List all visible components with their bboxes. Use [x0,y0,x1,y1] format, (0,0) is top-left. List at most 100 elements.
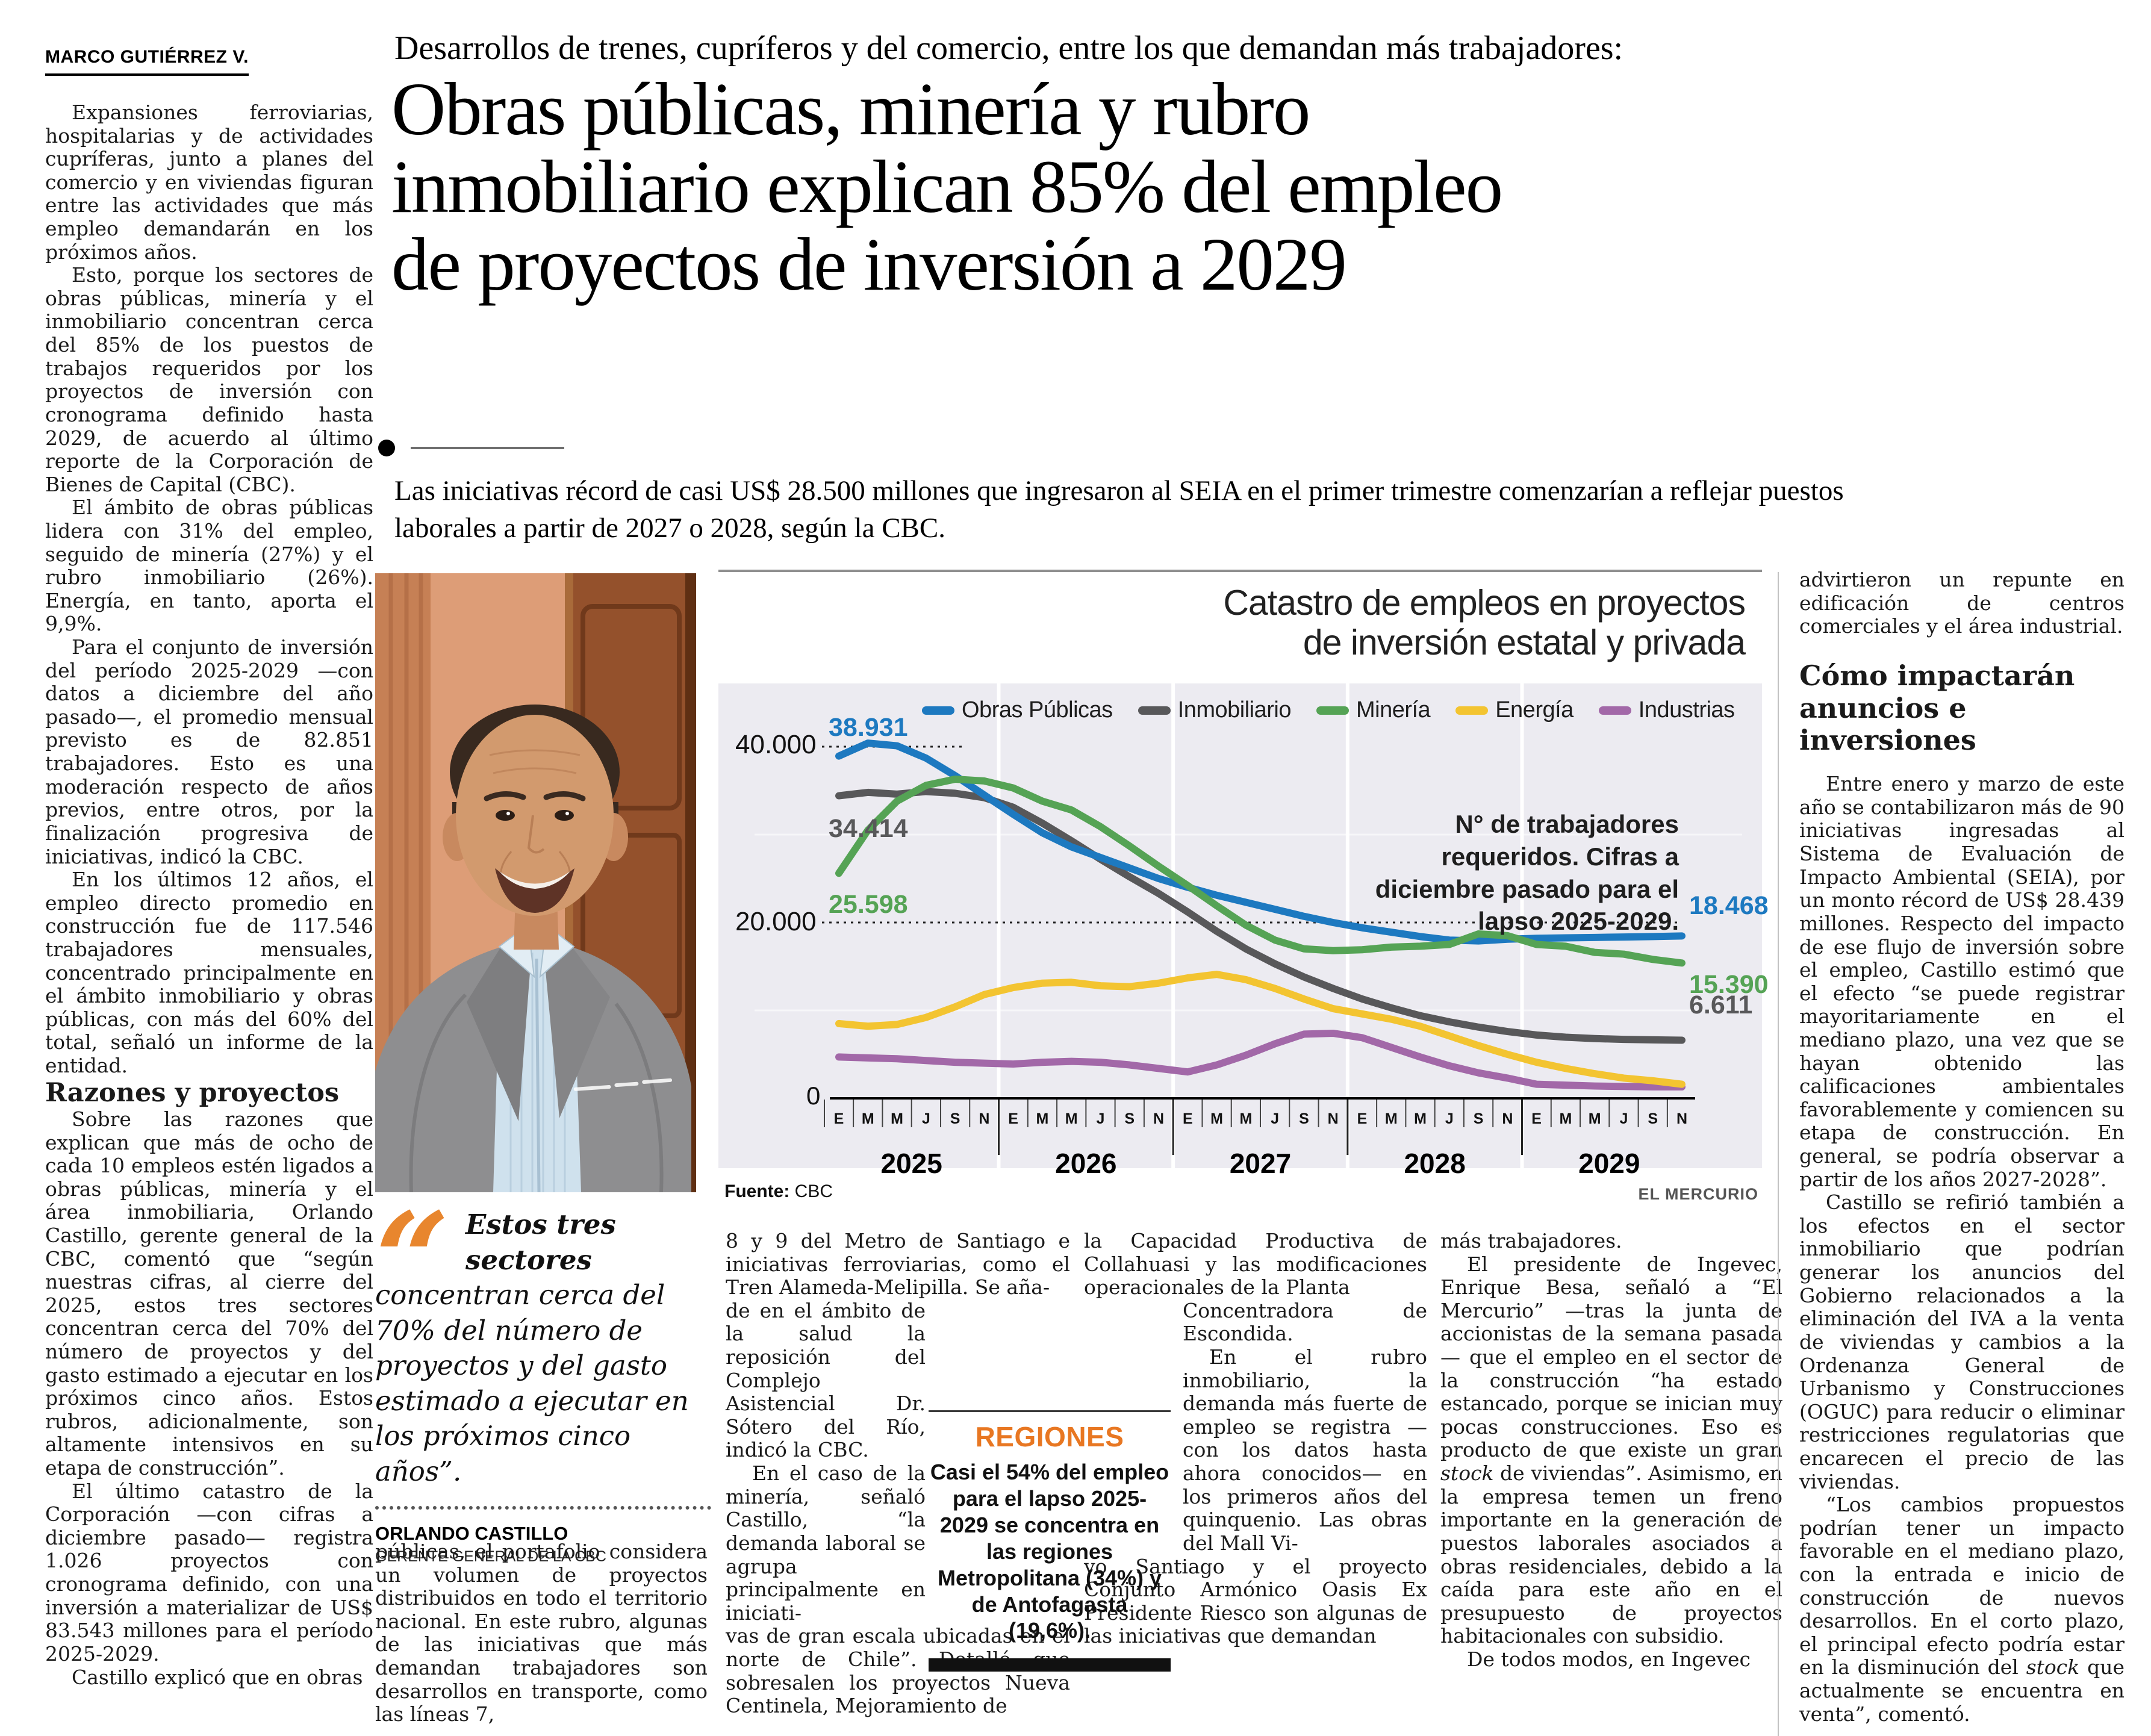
legend-item-Minería: Minería [1316,697,1431,723]
series-Industrias [835,1029,1686,1091]
body-paragraph: advirtieron un repunte en edificación de… [1799,568,2125,638]
pull-quote-text: “ Estos tres sectores concentran cerca d… [375,1184,711,1489]
month-label: J [922,1110,930,1127]
regiones-label: REGIONES [975,1421,1124,1452]
y-axis-label-20000: 20.000 [735,907,817,936]
body-paragraph: 8 y 9 del Metro de Santiago e iniciativa… [726,1229,1070,1299]
series-Energía [835,971,1686,1088]
month-label: M [1414,1110,1427,1127]
headline: Obras públicas, minería y rubro inmobili… [391,71,2132,303]
year-label: 2028 [1404,1148,1465,1179]
section-subhead: Razones y proyectos [45,1077,340,1108]
portrait-illustration [375,573,696,1192]
month-label: M [891,1110,903,1127]
year-label: 2029 [1578,1148,1640,1179]
quote-divider [375,1506,711,1510]
body-paragraph: Esto, porque los sectores de obras públi… [45,263,373,496]
column-2: 8 y 9 del Metro de Santiago e iniciativa… [726,1229,1070,1718]
headline-line: Obras públicas, minería y rubro [391,68,1310,151]
month-label: N [1676,1110,1687,1127]
employment-chart: E M M J S N E M M J S N E M M J S N E M M J S N E M M J S N 2025 2026 20… [718,570,1769,1230]
column-4: más trabajadores. El presidente de Ingev… [1440,1229,1782,1672]
legend-label: Obras Públicas [962,697,1113,723]
source-label: Fuente: [724,1181,790,1201]
month-label: E [1008,1110,1018,1127]
legend-swatch [1138,706,1171,715]
chart-credit: EL MERCURIO [1638,1185,1758,1203]
body-paragraph: Sobre las razones que explican que más d… [45,1107,373,1480]
column-3: la Capacidad Productiva de Collahuasi y … [1084,1229,1427,1648]
month-label: J [1445,1110,1454,1127]
month-label: S [1299,1110,1309,1127]
regiones-text: Casi el 54% del empleo para el lapso 202… [930,1460,1169,1643]
body-paragraph: Entre enero y marzo de este año se conta… [1799,772,2125,1191]
value-label-18.468: 18.468 [1689,891,1769,921]
chart-title-line: Catastro de empleos en proyectos [1223,583,1746,623]
italic-word: stock [1440,1461,1494,1486]
body-paragraph: la Capacidad Productiva de Collahuasi y … [1084,1229,1427,1299]
month-label: S [1648,1110,1658,1127]
legend-item-Energía: Energía [1455,697,1574,723]
quote-attribution-name: ORLANDO CASTILLO [375,1523,568,1544]
month-label: M [862,1110,874,1127]
year-label: 2025 [881,1148,942,1179]
legend-swatch [1316,706,1349,715]
series-Minería [835,776,1686,967]
legend-item-Obras Públicas: Obras Públicas [922,697,1113,723]
value-label-38.931: 38.931 [829,712,908,742]
regiones-box: REGIONES Casi el 54% del empleo para el … [929,1410,1171,1672]
value-label-6.611: 6.611 [1689,991,1753,1020]
body-paragraph: Castillo explicó que en obras [72,1665,363,1689]
month-label: S [1474,1110,1484,1127]
wrapped-text-block: de en el ámbito de la salud la reposició… [726,1299,926,1625]
body-paragraph: vo Santiago y el proyecto Conjunto Armón… [1084,1554,1427,1648]
month-label: J [1271,1110,1279,1127]
column-divider-rule [1778,572,1779,1736]
value-label-25.598: 25.598 [829,890,908,919]
month-label: M [1385,1110,1398,1127]
source-value: CBC [794,1181,833,1201]
paragraph-fragment: que actualmente se encuentra en venta”, … [1799,1655,2125,1726]
body-paragraph: De todos modos, en Ingevec [1467,1647,1751,1671]
kicker: Desarrollos de trenes, cupríferos y del … [394,30,1623,67]
legend-swatch [922,706,954,715]
quote-icon: “ [375,1184,450,1336]
y-axis-label-40000: 40.000 [735,730,817,759]
orlando-castillo-photo [375,573,696,1192]
body-paragraph: Concentradora de Escondida. [1183,1298,1427,1346]
month-label: M [1559,1110,1572,1127]
legend-label: Energía [1495,697,1574,723]
body-paragraph: de en el ámbito de la salud la reposició… [726,1298,926,1462]
body-paragraph: El presidente de Ingevec, Enrique Besa, … [1440,1252,1782,1648]
chart-title: Catastro de empleos en proyectos de inve… [1223,583,1746,663]
column-1-bottom: públicas, el portafolio considera un vol… [375,1540,708,1726]
chart-source: Fuente: CBC [724,1181,833,1202]
pull-quote: “ Estos tres sectores concentran cerca d… [375,1184,711,1566]
paragraph-fragment: “Los cambios propuestos podrían tener un… [1799,1493,2125,1679]
right-column: advirtieron un repunte en edificación de… [1799,568,2125,1726]
series-Obras Públicas [835,739,1686,945]
headline-line: de proyectos de inversión a 2029 [391,223,1347,306]
x-axis [830,1097,1695,1100]
photo-watermark [573,1078,673,1091]
deck-marker-dot [378,440,395,456]
month-label: N [1153,1110,1164,1127]
body-paragraph: En los últimos 12 años, el empleo direct… [45,868,373,1077]
month-label: E [834,1110,844,1127]
deck-marker-rule [411,447,564,449]
series-Inmobiliario [835,788,1686,1044]
month-label: M [1210,1110,1223,1127]
value-label-34.414: 34.414 [829,814,908,843]
byline: MARCO GUTIÉRREZ V. [45,47,249,76]
month-label: E [1183,1110,1193,1127]
chart-title-line: de inversión estatal y privada [1303,623,1746,663]
deck: Las iniciativas récord de casi US$ 28.50… [394,475,1844,544]
paragraph-fragment: de viviendas”. Asimismo, en la empresa t… [1440,1461,1782,1648]
body-paragraph: más trabajadores. [1440,1229,1622,1252]
body-paragraph: El último catastro de la Corporación —co… [45,1479,373,1666]
body-paragraph: En el caso de la minería, señaló Castill… [726,1461,926,1625]
month-label: J [1097,1110,1105,1127]
month-label: N [1328,1110,1339,1127]
chart-legend: Obras Públicas Inmobiliario Minería Energía… [922,697,1735,723]
wrapped-text-block: Concentradora de Escondida. En el rubro … [1183,1299,1427,1555]
